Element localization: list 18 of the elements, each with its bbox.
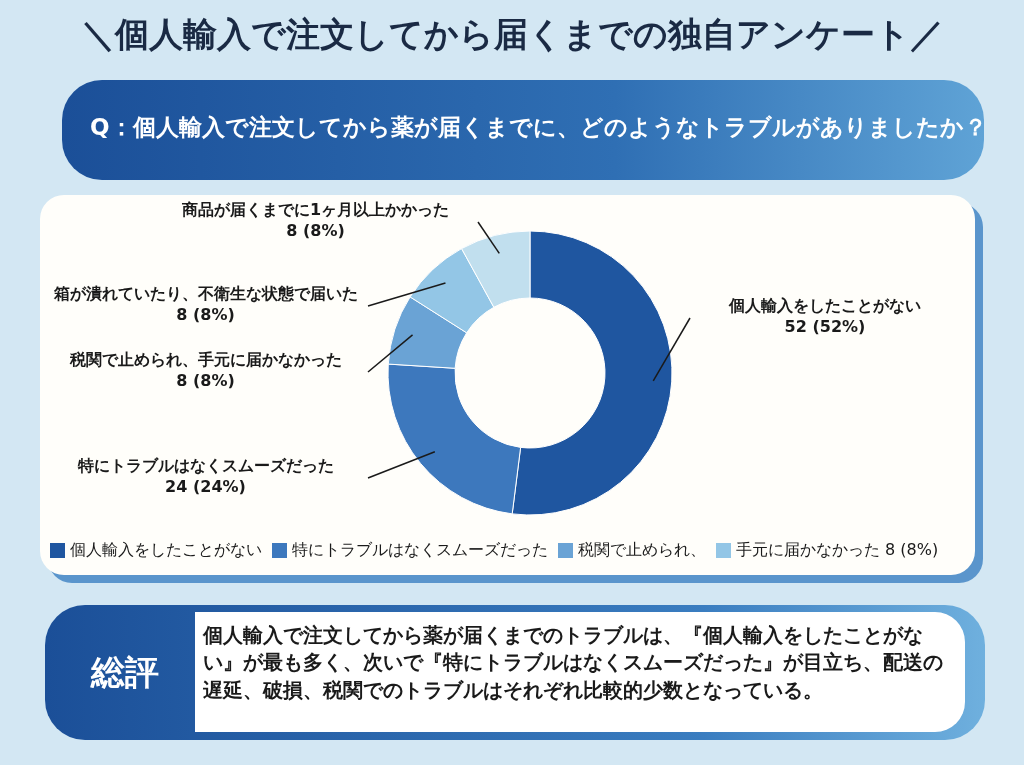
text: 手元に届かなかった 8 (8%) xyxy=(736,540,939,561)
data-label: 24 (24%) xyxy=(164,476,247,498)
chart-subtitle: Q：個人輸入で注文してから薬が届くまでに、どのようなトラブルがありましたか？ xyxy=(90,113,987,142)
text: 個人輸入で注文してから薬が届くまでのトラブルは、『個人輸入をしたことがない』が最も多く、次いで『特にトラブルはなくスムーズだった』が目立ち、配送の遅延、破損、税関でのトラブルはそれぞれ比較的少数となっている。 xyxy=(195,612,965,732)
text: 総評 xyxy=(89,651,160,694)
slice-label: 個人輸入をしたことがない xyxy=(727,296,922,317)
text: 個人輸入をしたことがない xyxy=(70,540,262,561)
slice-label: 箱が潰れていたり、不衛生な状態で届いた xyxy=(52,284,359,305)
data-label: 8 (8%) xyxy=(175,370,236,392)
text: 特にトラブルはなくスムーズだった xyxy=(292,540,548,561)
slice-label: 税関で止められ、手元に届かなかった xyxy=(68,350,343,371)
data-label: 8 (8%) xyxy=(285,220,346,242)
text: 税関で止められ、 xyxy=(578,540,706,561)
chart-title: ＼個人輸入で注文してから届くまでの独自アンケート／ xyxy=(79,13,945,56)
data-label: 8 (8%) xyxy=(175,304,236,326)
slice-label: 特にトラブルはなくスムーズだった xyxy=(76,456,335,477)
data-label: 52 (52%) xyxy=(783,316,867,338)
slice-label: 商品が届くまでに1ヶ月以上かかった xyxy=(180,200,451,221)
